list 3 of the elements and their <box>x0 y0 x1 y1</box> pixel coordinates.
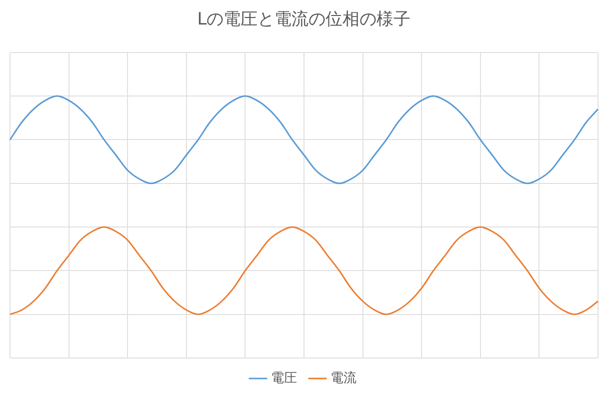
legend-label: 電流 <box>330 370 356 386</box>
legend-label: 電圧 <box>271 370 297 386</box>
chart-title: Lの電圧と電流の位相の様子 <box>197 10 411 30</box>
